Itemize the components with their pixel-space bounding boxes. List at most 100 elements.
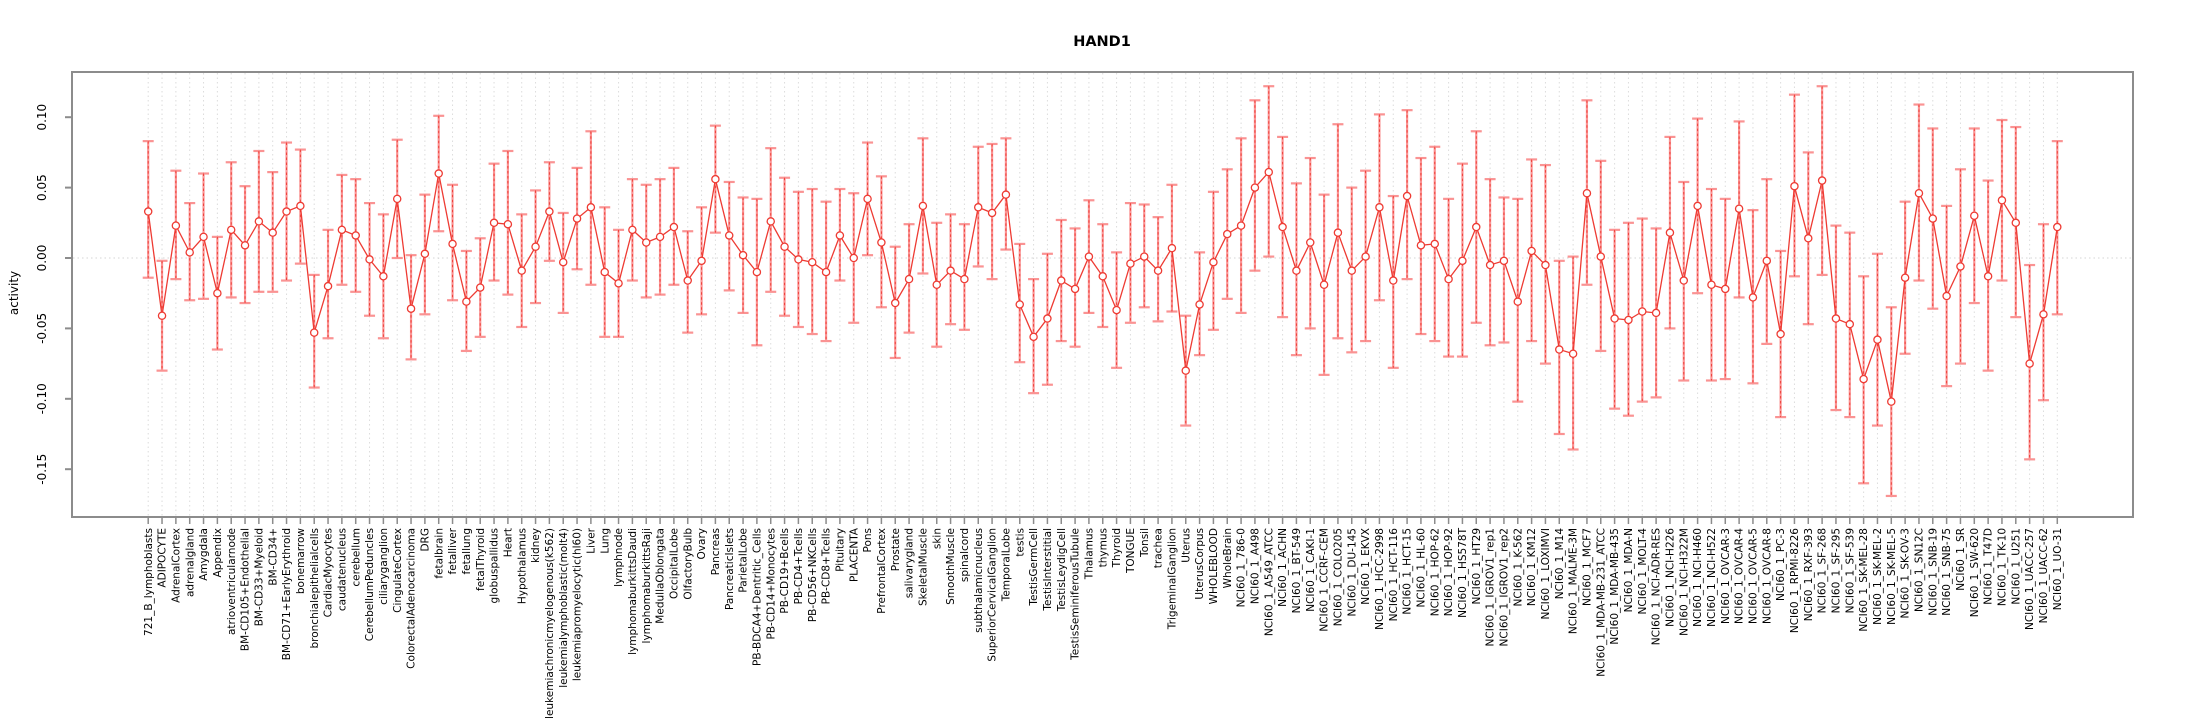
data-point [434,169,443,178]
x-tick-label: NCI60_1_MDA-MB-231_ATCC [1595,528,1607,677]
x-tick-label: PB-CD56+NKCells [807,528,819,622]
x-tick-label: BM-CD34+ [267,528,279,586]
x-tick-label: ColorectalAdenocarcinoma [406,528,418,669]
x-tick-label: BM-CD71+EarlyErythroid [281,528,293,660]
x-tick-label: NCI60_1_SNB-19 [1927,528,1939,616]
data-point [669,222,679,232]
data-point [337,225,347,235]
data-point [794,255,803,264]
data-point [1776,329,1785,339]
data-point [379,272,388,281]
data-point [1693,201,1702,211]
x-tick-label: AdrenalCortex [170,528,182,603]
x-tick-label: NCI60_1_MALME-3M [1568,528,1580,634]
data-point [1707,280,1716,290]
data-point [724,231,734,240]
x-tick-label: Thalamus [1084,528,1096,580]
x-tick-label: spinalcord [959,528,971,582]
data-point [1250,183,1260,192]
plot-area: 0.10 0.05 0.00 -0.05 -0.10 -0.15 721_B_lymphob… [35,73,2132,719]
data-point [614,279,623,288]
data-point [1831,314,1841,323]
x-tick-label: NCI60_1_TK-10 [1997,528,2009,606]
data-point [932,280,941,290]
data-point [1444,274,1453,284]
data-point [1126,259,1135,268]
data-point [780,242,789,251]
data-point [1402,191,1412,201]
x-tick-label: ciliaryganglion [378,528,390,605]
x-tick-label: PB-BDCA4+Dentritic_Cells [751,528,763,666]
x-tick-label: NCI60_1_SF-268 [1817,528,1829,613]
x-tick-label: ADIPOCYTE [157,528,169,588]
data-point [351,231,360,240]
x-tick-label: Thyroid [1111,528,1123,568]
data-point [960,274,969,284]
x-tick-label: NCI60_1_SK-MEL-28 [1858,528,1870,632]
data-point [392,194,402,204]
x-tick-label: Uterus [1180,528,1192,563]
x-tick-label: NCI60_1_NCI-H522 [1706,528,1718,627]
data-point [1195,300,1204,309]
data-point [1319,280,1329,290]
x-tick-label: NCI60_1_HOP-62 [1429,528,1441,616]
data-point [213,288,222,298]
x-tick-label: atrioventricularnode [226,528,238,635]
x-tick-label: NCI60_1_SNB-75 [1941,528,1953,616]
y-axis-label: activity [7,271,21,315]
data-point [1748,293,1758,302]
data-point [1001,190,1011,199]
data-point [517,266,526,275]
x-tick-label: NCI60_1_BT-549 [1291,528,1303,613]
data-point [1347,266,1357,275]
x-tick-label: lymphomaburkittsDaudi [627,528,639,655]
x-tick-label: PB-CD8+Tcells [821,528,833,604]
data-point [365,255,374,264]
data-point [628,225,637,235]
x-tick-label: NCI60_1_SW-620 [1969,528,1981,617]
data-point [1873,335,1882,344]
x-tick-label: NCI60_1_NCI-ADR-RES [1651,528,1663,646]
x-tick-label: NCI60_1_PC-3 [1775,528,1787,601]
data-point [503,219,513,229]
x-tick-label: NCI60_1_NCI-H322M [1678,528,1690,636]
x-tick-label: NCI60_1_HL-60 [1416,528,1428,608]
x-tick-label: TestisInterstitial [1042,528,1054,612]
x-tick-label: NCI60_1_CAKI-1 [1305,528,1317,612]
data-point [323,281,333,291]
x-tick-label: NCI60_1_U251 [2010,528,2022,605]
data-point [2025,359,2034,368]
data-point [558,257,568,267]
data-point [572,214,582,223]
data-point [157,311,167,320]
data-point [2039,310,2048,319]
data-point [489,218,499,228]
data-point [697,256,706,266]
x-tick-label: BM-CD33+Myeloid [253,528,265,626]
x-tick-label: CerebellumPeduncles [364,528,376,641]
data-point [1887,397,1896,406]
data-point [531,242,540,251]
x-tick-label: NCI60_1_T47D [1983,528,1995,605]
data-point [1236,221,1246,230]
data-point [1375,203,1384,212]
x-tick-label: skin [931,528,943,549]
data-point [1568,349,1578,358]
data-point [1306,238,1315,247]
x-tick-label: Amygdala [198,528,210,581]
x-tick-label: TrigeminalGanglion [1167,528,1179,630]
data-point [1942,291,1951,301]
x-tick-label: CardiacMyocytes [323,528,335,617]
data-point [904,274,914,284]
data-point [1513,297,1523,306]
data-point [268,228,277,237]
data-point [1084,252,1094,261]
x-tick-label: NCI60_1_COLO205 [1333,528,1345,626]
x-tick-label: TestisSeminiferousTubule [1070,528,1082,661]
data-point [766,217,775,226]
data-point [309,328,319,337]
data-point [1804,234,1813,243]
data-point [143,207,153,216]
x-tick-label: NCI60_1_RXF-393 [1803,528,1815,621]
x-tick-label: Pituitary [835,528,847,572]
